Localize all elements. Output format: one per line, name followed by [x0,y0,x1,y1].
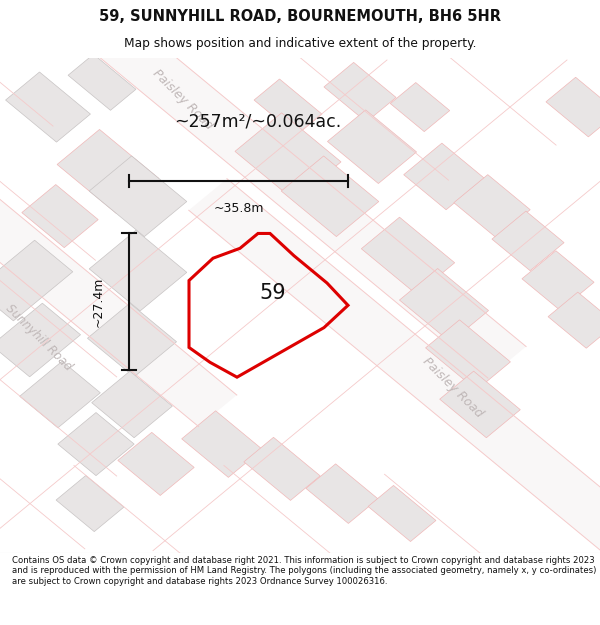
Polygon shape [89,231,187,311]
Polygon shape [548,292,600,348]
Polygon shape [58,412,134,476]
Polygon shape [328,110,416,184]
Polygon shape [0,303,80,377]
Polygon shape [189,179,600,561]
Polygon shape [391,82,449,132]
Polygon shape [56,476,124,532]
Polygon shape [244,438,320,501]
Polygon shape [281,156,379,237]
Polygon shape [492,211,564,271]
Text: 59: 59 [260,283,286,303]
Text: 59, SUNNYHILL ROAD, BOURNEMOUTH, BH6 5HR: 59, SUNNYHILL ROAD, BOURNEMOUTH, BH6 5HR [99,9,501,24]
Polygon shape [324,62,396,122]
Polygon shape [522,251,594,311]
Text: Contains OS data © Crown copyright and database right 2021. This information is : Contains OS data © Crown copyright and d… [12,556,596,586]
Text: ~257m²/~0.064ac.: ~257m²/~0.064ac. [175,113,341,131]
Polygon shape [118,432,194,496]
Polygon shape [0,114,237,427]
Polygon shape [306,464,378,524]
Text: Paisley Road: Paisley Road [420,354,486,420]
Polygon shape [92,371,172,438]
Polygon shape [0,0,526,378]
Polygon shape [22,184,98,248]
Polygon shape [0,240,73,321]
Polygon shape [546,78,600,137]
Polygon shape [368,486,436,541]
Polygon shape [425,320,511,390]
Polygon shape [361,217,455,294]
Polygon shape [235,113,341,201]
Text: ~27.4m: ~27.4m [91,276,104,327]
Polygon shape [5,72,91,142]
Polygon shape [440,371,520,438]
Polygon shape [404,143,484,210]
Text: Sunnyhill Road: Sunnyhill Road [3,302,75,373]
Text: ~35.8m: ~35.8m [213,202,264,215]
Polygon shape [20,361,100,428]
Polygon shape [454,174,530,238]
Polygon shape [89,156,187,237]
Polygon shape [400,269,488,342]
Polygon shape [182,411,262,478]
Polygon shape [57,129,159,214]
Polygon shape [68,54,136,111]
Text: Map shows position and indicative extent of the property.: Map shows position and indicative extent… [124,37,476,49]
Polygon shape [254,79,322,135]
Polygon shape [88,303,176,377]
Text: Paisley Road: Paisley Road [150,67,216,132]
